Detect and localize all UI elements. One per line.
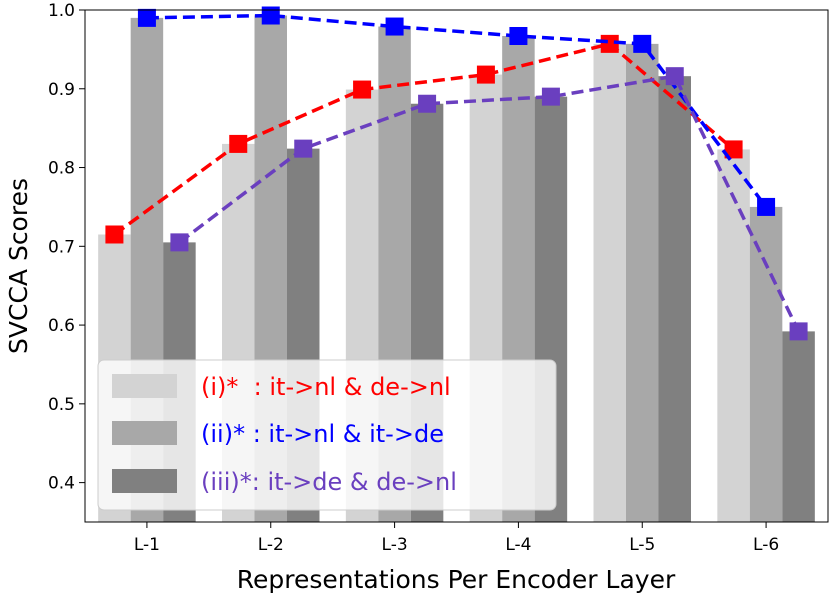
legend: (i)* : it->nl & de->nl (ii)* : it->nl & i… [97,359,557,511]
marker-series2-l-5 [633,34,652,53]
marker-series1-l-6 [724,140,743,159]
legend-box [97,359,557,511]
plot-frame [84,9,829,523]
line-series2 [146,13,768,208]
legend-entries: (i)* : it->nl & de->nl (ii)* : it->nl & i… [112,373,457,496]
line-series1 [113,41,735,236]
marker-series1-l-4 [476,65,495,84]
x-tick-label: L-6 [753,535,779,555]
legend-label-series3: (iii)*: it->de & de->nl [201,468,457,496]
y-tick-label: 1.0 [48,1,75,21]
y-tick-label: 0.4 [48,474,75,494]
marker-series2-l-3 [385,17,404,36]
legend-swatch-series2 [112,421,177,445]
marker-series2-l-4 [509,26,528,45]
y-tick-label: 0.5 [48,395,75,415]
y-axis-title: SVCCA Scores [4,178,33,354]
x-tick-label: L-5 [629,535,655,555]
y-tick-label: 0.9 [48,80,75,100]
bar-series1-l-5 [593,43,626,523]
x-tick-label: L-2 [258,535,284,555]
x-ticks: L-1 L-2 L-3 L-4 L-5 L-6 [134,522,779,555]
x-tick-label: L-1 [134,535,160,555]
marker-series2-l-2 [261,6,280,25]
legend-swatch-series1 [112,374,177,398]
bar-series2-l-5 [626,43,659,523]
marker-series1-l-1 [105,225,124,244]
bar-series2-l-6 [749,206,783,522]
marker-series2-l-1 [137,8,156,27]
marker-series1-l-2 [229,134,248,153]
marker-series3-l-6 [789,322,808,341]
bar-series3-l-6 [782,331,815,522]
marker-series3-l-5 [665,67,684,86]
x-tick-label: L-3 [382,535,408,555]
axes-layer [84,9,829,523]
marker-series3-l-1 [170,233,189,252]
marker-series1-l-3 [353,80,372,99]
marker-series3-l-4 [541,87,560,106]
y-tick-label: 0.8 [48,159,75,179]
marker-series1-l-5 [600,34,619,53]
line-series3 [178,74,801,333]
x-axis-title: Representations Per Encoder Layer [237,565,676,594]
bar-series1-l-6 [717,149,750,522]
legend-swatch-series3 [112,469,177,493]
marker-series3-l-2 [294,139,313,158]
legend-label-series2: (ii)* : it->nl & it->de [201,420,444,448]
y-ticks: 0.4 0.5 0.6 0.7 0.8 0.9 1.0 [48,1,85,494]
marker-series3-l-3 [418,94,437,113]
marker-series2-l-6 [757,197,776,216]
y-tick-label: 0.7 [48,237,75,257]
bar-series3-l-5 [658,76,691,523]
legend-label-series1: (i)* : it->nl & de->nl [201,373,451,401]
lines-layer [105,6,808,341]
y-tick-label: 0.6 [48,316,75,336]
x-tick-label: L-4 [505,535,531,555]
